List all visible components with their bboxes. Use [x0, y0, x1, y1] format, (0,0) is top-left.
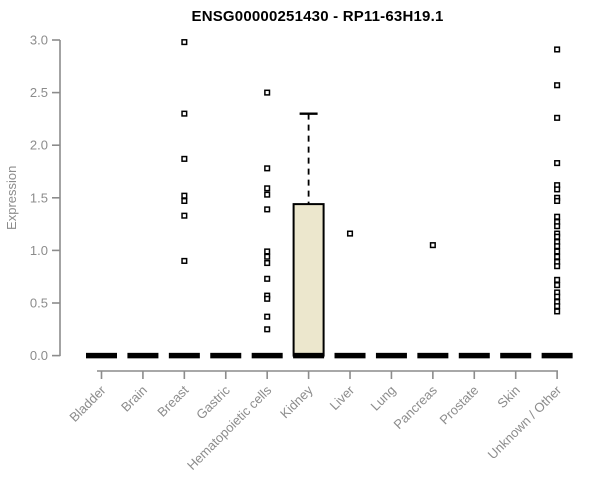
outlier-point	[554, 114, 561, 121]
outlier-point	[554, 197, 561, 205]
median-bar	[86, 352, 117, 359]
y-axis-tick-label: 2.5	[30, 85, 48, 100]
outlier-point	[264, 253, 271, 260]
outlier-point	[554, 213, 561, 220]
outlier-point	[554, 263, 561, 270]
outlier-point	[554, 223, 561, 230]
outlier-point	[264, 206, 271, 213]
outlier-point	[554, 243, 561, 250]
median-bar	[417, 352, 449, 359]
outlier-point	[264, 165, 271, 172]
median-bar	[541, 352, 573, 359]
chart-title: ENSG00000251430 - RP11-63H19.1	[191, 8, 444, 25]
median-bar	[500, 352, 532, 359]
outlier-point	[181, 257, 188, 264]
x-axis-category-label: Breast	[154, 382, 191, 419]
x-axis-category-label: Lung	[368, 383, 399, 414]
outlier-point	[264, 248, 271, 255]
outlier-point	[554, 282, 561, 289]
median-bar	[293, 352, 325, 359]
x-axis-category-label: Bladder	[66, 382, 109, 425]
outlier-point	[181, 110, 188, 117]
box	[292, 203, 325, 357]
median-bar	[210, 352, 242, 359]
outlier-point	[181, 192, 188, 199]
x-axis-category-label: Brain	[118, 383, 150, 415]
outlier-point	[554, 253, 561, 260]
outlier-point	[264, 326, 271, 333]
outlier-point	[554, 82, 561, 89]
median-bar	[127, 352, 159, 359]
median-bar	[168, 352, 200, 359]
outlier-point	[181, 212, 188, 219]
outlier-point	[264, 259, 271, 267]
outlier-point	[554, 46, 561, 53]
y-axis-tick-label: 1.5	[30, 190, 48, 205]
outlier-point	[264, 275, 271, 282]
x-axis-category-label: Gastric	[193, 382, 233, 422]
outlier-point	[181, 155, 188, 162]
x-axis-category-label: Pancreas	[391, 382, 441, 432]
x-axis-category-label: Skin	[494, 383, 522, 411]
outlier-point	[264, 191, 271, 198]
x-axis-category-label: Liver	[327, 382, 358, 413]
outlier-point	[554, 276, 561, 283]
outlier-point	[264, 295, 271, 302]
outlier-point	[554, 186, 561, 193]
median-bar	[251, 352, 283, 359]
outlier-point	[554, 248, 561, 255]
y-axis-tick-label: 0.0	[30, 348, 48, 363]
outlier-point	[181, 39, 188, 46]
outlier-point	[264, 185, 271, 192]
x-axis-category-label: Kidney	[277, 382, 316, 421]
outlier-point	[181, 197, 188, 205]
outlier-point	[554, 160, 561, 167]
outlier-point	[264, 313, 271, 320]
outlier-point	[346, 230, 354, 237]
y-axis-title: Expression	[4, 166, 19, 230]
outlier-point	[429, 242, 436, 249]
y-axis-tick-label: 2.0	[30, 138, 48, 153]
outlier-point	[264, 89, 271, 96]
median-bar	[334, 352, 366, 359]
x-axis-category-label: Unknown / Other	[485, 382, 565, 462]
y-axis-tick-label: 0.5	[30, 296, 48, 311]
outlier-point	[554, 308, 561, 315]
y-axis-tick-label: 1.0	[30, 243, 48, 258]
y-axis-tick-label: 3.0	[30, 33, 48, 48]
outlier-point	[554, 293, 561, 300]
outlier-point	[554, 233, 561, 240]
x-axis-category-label: Prostate	[437, 383, 482, 428]
median-bar	[458, 352, 490, 359]
outlier-point	[554, 303, 561, 310]
median-bar	[375, 352, 407, 359]
